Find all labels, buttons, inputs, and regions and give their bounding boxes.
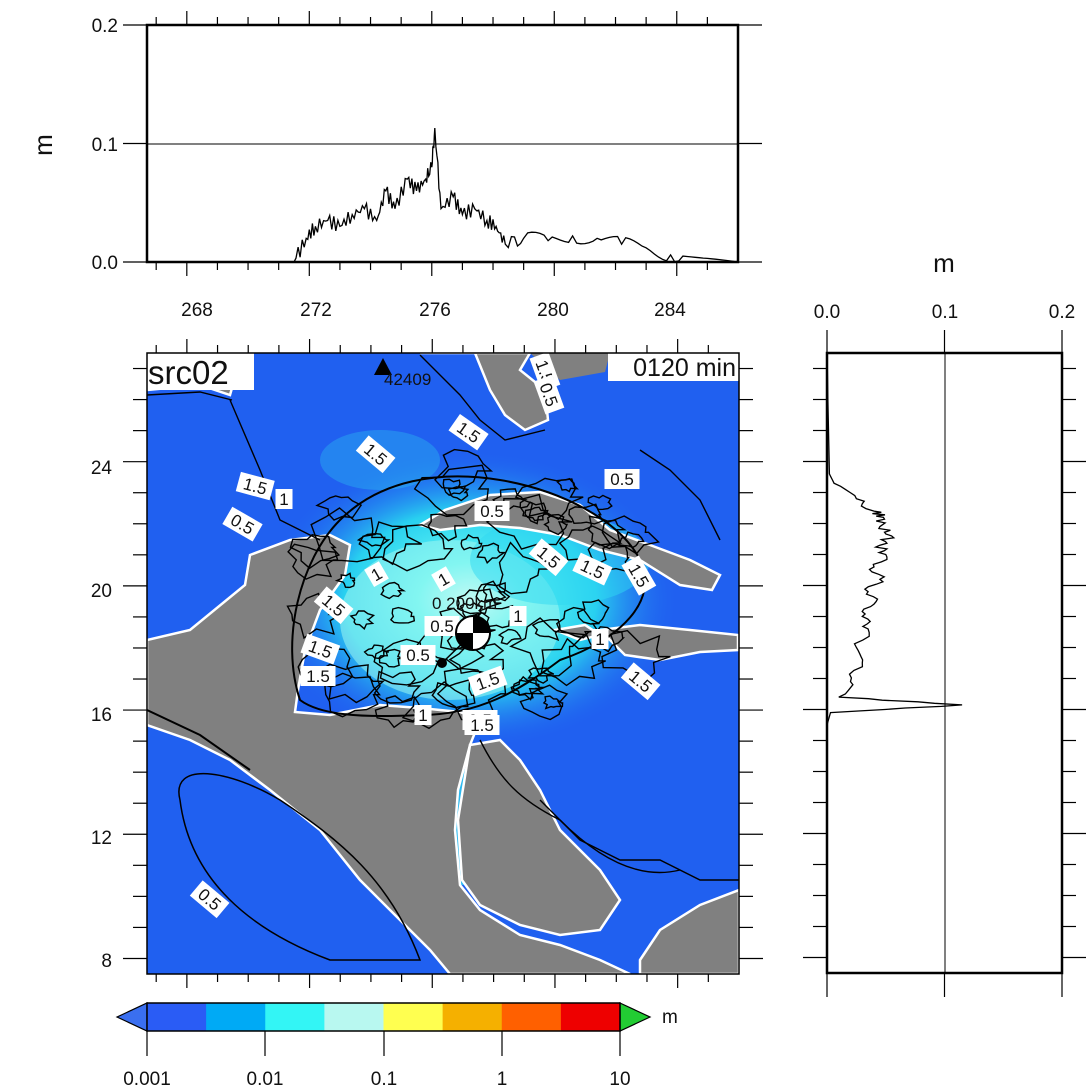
station-label: 42409 bbox=[384, 370, 431, 389]
colorbar-swatch bbox=[501, 1003, 562, 1031]
land-florida bbox=[420, 353, 550, 432]
source-label-box bbox=[147, 353, 254, 390]
contour-label: 0.5 bbox=[424, 616, 460, 636]
time-label-box bbox=[608, 353, 739, 381]
top-x-tick-label: 272 bbox=[300, 300, 332, 321]
colorbar-tick-label: 10 bbox=[609, 1069, 630, 1090]
svg-text:1: 1 bbox=[595, 630, 604, 649]
colorbar-swatch bbox=[324, 1003, 384, 1031]
svg-text:0.5: 0.5 bbox=[430, 617, 454, 636]
top-x-tick-label: 268 bbox=[181, 300, 213, 321]
top-x-tick-label: 284 bbox=[654, 300, 686, 321]
colorbar-swatch bbox=[206, 1003, 266, 1031]
map-frame bbox=[146, 352, 740, 975]
top-x-tick-label: 280 bbox=[537, 300, 569, 321]
top-y-tick-label: 0.0 bbox=[92, 253, 118, 274]
source-label: src02 bbox=[148, 354, 229, 391]
lat-tick-label: 12 bbox=[91, 828, 112, 849]
contour-label: 0.5 bbox=[604, 469, 640, 489]
right-timeseries-panel: m 0.0 0.1 0.2 bbox=[803, 248, 1086, 997]
top-y-tick-label: 0.2 bbox=[92, 16, 118, 37]
contour-label: 1 bbox=[275, 489, 293, 509]
right-x-axis-label: m bbox=[933, 248, 955, 278]
contour-label: 1.5 bbox=[300, 666, 336, 686]
colorbar-swatch bbox=[383, 1003, 444, 1031]
svg-text:1: 1 bbox=[279, 490, 288, 509]
top-x-tick-label: 276 bbox=[419, 300, 451, 321]
svg-text:1: 1 bbox=[513, 607, 522, 626]
land-south-america bbox=[638, 888, 739, 974]
time-label: 0120 min bbox=[633, 354, 736, 382]
contour-label: 1 bbox=[364, 561, 389, 588]
top-y-axis-label: m bbox=[28, 134, 58, 156]
map-panel: 1.51.51.51.50.51.510.5 0.51.5 1.51 11.50.51… bbox=[91, 339, 763, 988]
top-timeseries-panel: 0.2 0.1 0.0 m 268 272 276 280 284 bbox=[28, 11, 762, 321]
colorbar-tick-label: 0.001 bbox=[123, 1069, 171, 1090]
lat-tick-label: 24 bbox=[91, 458, 113, 479]
svg-text:1: 1 bbox=[418, 706, 427, 725]
focal-mechanism bbox=[437, 615, 491, 668]
contour-label: 1 bbox=[591, 629, 609, 649]
top-y-tick-label: 0.1 bbox=[92, 135, 118, 156]
contour-label: 1.5 bbox=[464, 715, 500, 735]
svg-text:0.5: 0.5 bbox=[610, 470, 634, 489]
svg-text:1.5: 1.5 bbox=[470, 716, 494, 735]
contour-label: 1 bbox=[431, 566, 456, 593]
colorbar-unit: m bbox=[662, 1007, 678, 1028]
svg-text:0.5: 0.5 bbox=[480, 502, 504, 521]
right-x-tick-label: 0.0 bbox=[814, 302, 840, 323]
contour-label: 0.5 bbox=[400, 645, 436, 665]
svg-text:0.5: 0.5 bbox=[406, 646, 430, 665]
land-hispaniola bbox=[597, 623, 739, 662]
lat-tick-label: 8 bbox=[101, 951, 112, 972]
contour-label: 1 bbox=[414, 705, 432, 725]
top-y-axis-ticks bbox=[123, 24, 762, 263]
colorbar-swatch bbox=[147, 1003, 207, 1031]
colorbar-swatch bbox=[265, 1003, 325, 1031]
right-x-tick-label: 0.2 bbox=[1049, 302, 1075, 323]
top-series-line bbox=[147, 128, 739, 263]
scale-bar-label: 0 200km bbox=[432, 594, 497, 613]
colorbar-tick-label: 0.1 bbox=[371, 1069, 397, 1090]
lat-tick-label: 16 bbox=[91, 705, 112, 726]
map-axis-ticks bbox=[123, 339, 763, 988]
station-marker bbox=[374, 358, 392, 375]
pacific-contour bbox=[178, 772, 422, 961]
contour-label: 1 bbox=[509, 606, 527, 626]
top-x-axis-ticks bbox=[155, 11, 708, 276]
right-axis-ticks bbox=[803, 330, 1086, 997]
colorbar-under-arrow bbox=[115, 1002, 148, 1032]
colorbar-tick-label: 1 bbox=[497, 1069, 508, 1090]
land-nicaragua bbox=[456, 738, 622, 937]
colorbar: m 0.001 0.01 0.1 1 10 bbox=[115, 1002, 678, 1090]
colorbar-swatch bbox=[442, 1003, 503, 1031]
colorbar-swatch bbox=[560, 1003, 621, 1031]
contour-label: 0.5 bbox=[474, 501, 510, 521]
lat-tick-label: 20 bbox=[91, 581, 112, 602]
colorbar-tick-label: 0.01 bbox=[247, 1069, 284, 1090]
svg-text:1.5: 1.5 bbox=[306, 667, 330, 686]
right-series-line bbox=[826, 352, 963, 973]
right-x-tick-label: 0.1 bbox=[932, 302, 958, 323]
colorbar-over-arrow bbox=[619, 1002, 652, 1032]
pacific-ocean bbox=[147, 725, 450, 974]
